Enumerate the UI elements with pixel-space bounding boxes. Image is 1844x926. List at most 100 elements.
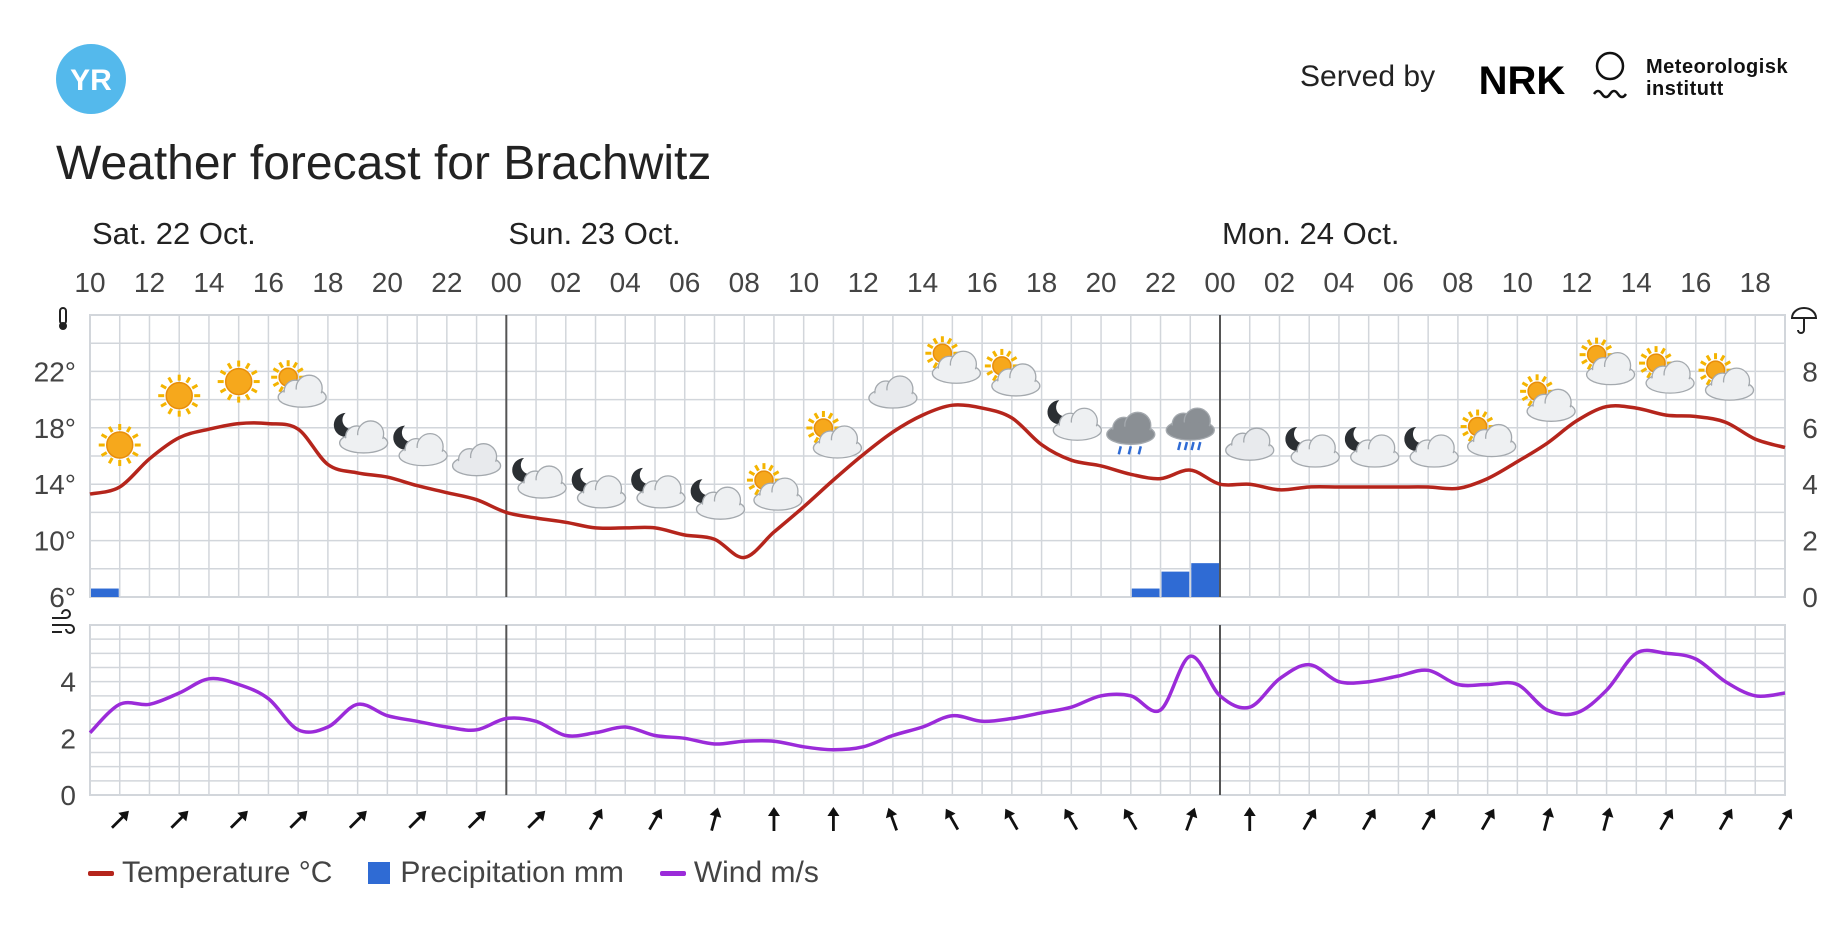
axis-icons bbox=[52, 307, 1818, 634]
wind-arrow: ↗ bbox=[408, 810, 427, 829]
hour-tick-label: 14 bbox=[907, 267, 938, 298]
sun-ray bbox=[125, 457, 132, 464]
wind-arrow-head bbox=[1185, 807, 1198, 819]
hour-tick-label: 20 bbox=[1085, 267, 1116, 298]
cloud-fill bbox=[454, 457, 499, 474]
sun-ray bbox=[1705, 378, 1712, 386]
umbrella-icon bbox=[1790, 307, 1818, 334]
sun-ray bbox=[832, 418, 839, 424]
wind-arrow: ↖ bbox=[1004, 808, 1019, 831]
sun-ray bbox=[992, 350, 998, 358]
hour-tick-label: 06 bbox=[669, 267, 700, 298]
sun-ray bbox=[107, 457, 114, 464]
temperature-line-layer bbox=[89, 403, 1786, 560]
sun-ray bbox=[1646, 371, 1652, 379]
sun-ray bbox=[292, 361, 298, 369]
wind-arrow-head bbox=[415, 810, 427, 822]
wind-arrow: ↗ bbox=[348, 810, 367, 829]
sun-disc bbox=[105, 431, 134, 459]
partly-cloudy-day-icon bbox=[1520, 374, 1576, 422]
thermometer-icon bbox=[59, 307, 67, 325]
partly-cloudy-day-icon bbox=[271, 360, 327, 408]
wind-arrow: ↖ bbox=[1064, 808, 1079, 831]
cloud-icon bbox=[1225, 427, 1275, 461]
sun-icon bbox=[158, 374, 201, 417]
sun-ray bbox=[296, 367, 304, 374]
cloud-fill bbox=[401, 447, 446, 464]
wind-arrow-head bbox=[1781, 808, 1793, 820]
legend-wind-label: Wind m/s bbox=[693, 856, 819, 889]
sun-ray bbox=[992, 374, 998, 382]
cloud-icon bbox=[868, 375, 918, 409]
sun-icon bbox=[98, 424, 141, 467]
legend-wind-swatch bbox=[659, 870, 686, 876]
sun-ray bbox=[1605, 344, 1613, 351]
partly-cloudy-night-icon bbox=[1404, 427, 1459, 468]
sun-ray bbox=[1581, 344, 1588, 351]
nrk-logo[interactable]: NRK bbox=[1474, 60, 1570, 100]
wind-arrow: ↗ bbox=[1480, 808, 1495, 831]
sun-ray bbox=[1700, 374, 1707, 380]
precipitation-tick-label: 4 bbox=[1802, 469, 1818, 500]
wind-arrow-head bbox=[1004, 808, 1016, 820]
sun-ray bbox=[125, 426, 132, 433]
wind-arrow: ↗ bbox=[1659, 808, 1674, 831]
hour-tick-label: 18 bbox=[312, 267, 343, 298]
wind-arrow: ↑ bbox=[1185, 807, 1198, 831]
sun-ray bbox=[1467, 411, 1474, 418]
hour-tick-label: 14 bbox=[193, 267, 224, 298]
precipitation-tick-label: 8 bbox=[1802, 356, 1818, 387]
sun-ray bbox=[932, 362, 939, 369]
partly-cloudy-day-icon bbox=[806, 410, 863, 459]
sun-ray bbox=[244, 362, 251, 370]
sun-ray bbox=[827, 412, 834, 420]
forecast-chart: Sat. 22 Oct. Sun. 23 Oct. Mon. 24 Oct. 10 12… bbox=[34, 216, 1818, 831]
partly-cloudy-night-icon bbox=[1047, 400, 1102, 441]
sun-ray bbox=[813, 412, 820, 420]
cloud-fill bbox=[993, 377, 1038, 394]
hour-tick-label: 02 bbox=[1264, 267, 1295, 298]
sun-ray bbox=[932, 337, 939, 345]
wind-arrow: ↑ bbox=[767, 807, 780, 831]
hour-tick-label: 10 bbox=[74, 267, 105, 298]
precipitation-tick-label: 6 bbox=[1802, 413, 1818, 444]
wind-arrow-head bbox=[534, 810, 546, 822]
hour-tick-label: 12 bbox=[1561, 267, 1592, 298]
partly-cloudy-day-icon bbox=[984, 348, 1041, 397]
wind-arrow: ↗ bbox=[588, 808, 603, 831]
wind-arrow: ↗ bbox=[1421, 808, 1436, 831]
wind-arrow-head bbox=[1064, 808, 1075, 820]
hour-tick-label: 10 bbox=[1502, 267, 1533, 298]
wind-arrow: ↗ bbox=[170, 810, 189, 829]
hour-tick-label: 14 bbox=[1621, 267, 1652, 298]
heavy-rain-cloud-icon bbox=[1165, 407, 1215, 451]
hour-tick-label: 12 bbox=[848, 267, 879, 298]
wind-arrow-head bbox=[237, 810, 248, 822]
sun-ray bbox=[1581, 358, 1588, 365]
wind-tick-label: 2 bbox=[60, 723, 76, 754]
cloud-fill bbox=[639, 489, 683, 506]
sun-ray bbox=[219, 387, 227, 394]
wind-arrow-head bbox=[356, 810, 367, 822]
sun-ray bbox=[226, 393, 233, 401]
met-line-1: Meteorologisk bbox=[1646, 56, 1789, 78]
sun-ray bbox=[191, 401, 199, 408]
precipitation-bar bbox=[1191, 563, 1219, 597]
met-institute-logo[interactable] bbox=[1592, 50, 1628, 106]
cloud-fill bbox=[1168, 422, 1213, 439]
temperature-tick-label: 6° bbox=[49, 582, 76, 613]
wind-arrow: ↗ bbox=[527, 810, 546, 829]
cloud-fill bbox=[815, 439, 860, 456]
partly-cloudy-night-icon bbox=[1285, 427, 1340, 468]
sun-ray bbox=[951, 343, 958, 350]
cloud-fill bbox=[1529, 403, 1574, 420]
yr-logo[interactable]: YR bbox=[56, 44, 126, 114]
wind-arrow-head bbox=[1243, 807, 1256, 816]
raindrop bbox=[1197, 441, 1202, 451]
wind-arrow-head bbox=[1722, 808, 1733, 820]
wind-arrow-head bbox=[475, 810, 486, 822]
wind-arrow-head bbox=[885, 807, 898, 819]
temperature-tick-label: 22° bbox=[34, 356, 76, 387]
sun-ray bbox=[131, 433, 139, 439]
wind-line-layer bbox=[88, 648, 1786, 752]
